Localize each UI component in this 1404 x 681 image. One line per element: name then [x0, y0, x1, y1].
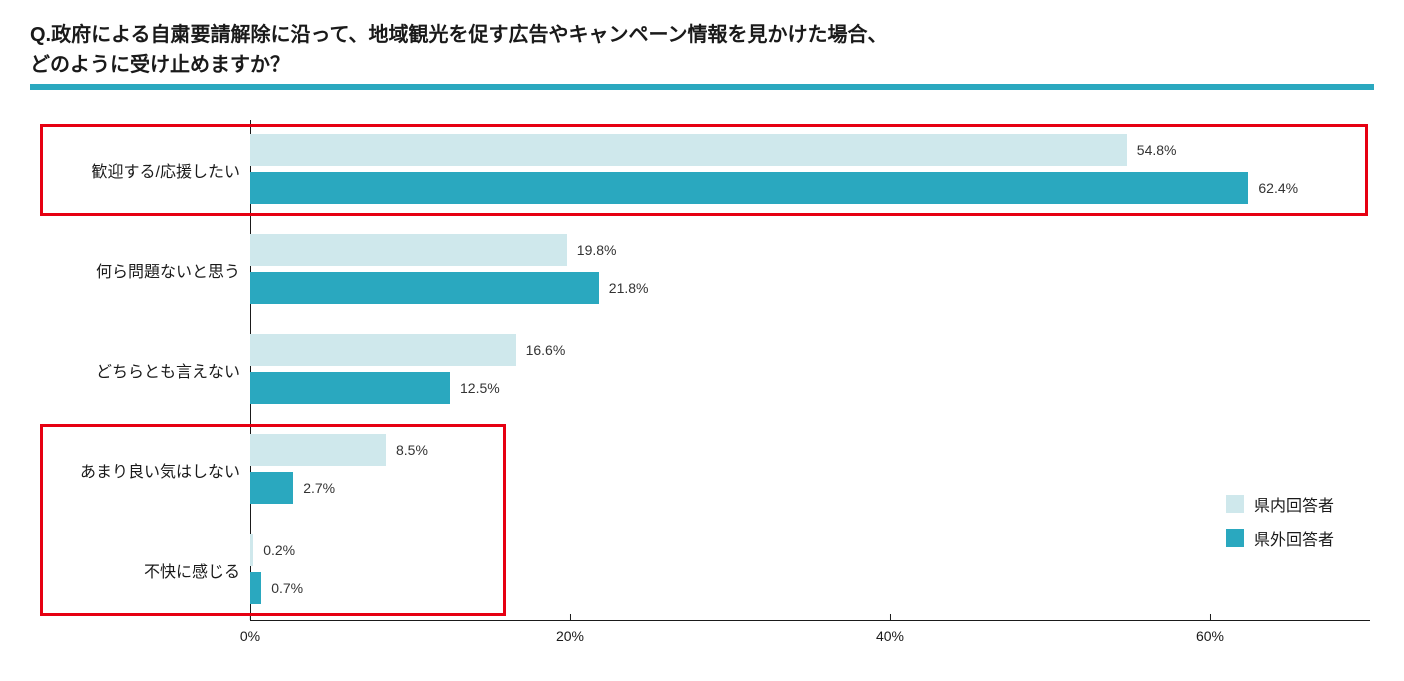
- bar-value-label: 8.5%: [396, 442, 428, 458]
- title-block: Q.政府による自粛要請解除に沿って、地域観光を促す広告やキャンペーン情報を見かけ…: [30, 20, 1374, 90]
- chart-row: 不快に感じる0.2%0.7%: [250, 520, 1370, 620]
- bar: 19.8%: [250, 234, 567, 266]
- category-label: 歓迎する/応援したい: [40, 158, 240, 182]
- x-axis-tick: 0%: [240, 620, 260, 644]
- bars-group: 54.8% 62.4%: [250, 132, 1370, 208]
- plot-area: 歓迎する/応援したい54.8%62.4%何ら問題ないと思う19.8%21.8%ど…: [250, 120, 1370, 620]
- bars-group: 16.6% 12.5%: [250, 332, 1370, 408]
- bar: 0.2%: [250, 534, 253, 566]
- bar-value-label: 62.4%: [1258, 180, 1298, 196]
- chart-container: Q.政府による自粛要請解除に沿って、地域観光を促す広告やキャンペーン情報を見かけ…: [0, 0, 1404, 680]
- legend-item: 県外回答者: [1226, 526, 1334, 550]
- bar-value-label: 54.8%: [1137, 142, 1177, 158]
- bar: 62.4%: [250, 172, 1248, 204]
- bar-value-label: 21.8%: [609, 280, 649, 296]
- bar: 0.7%: [250, 572, 261, 604]
- title-line-1: Q.政府による自粛要請解除に沿って、地域観光を促す広告やキャンペーン情報を見かけ…: [30, 20, 1374, 50]
- chart-row: あまり良い気はしない8.5%2.7%: [250, 420, 1370, 520]
- x-axis-tick: 60%: [1196, 620, 1224, 644]
- chart-area: 歓迎する/応援したい 54.8% 62.4% 何ら問題ないと思う 19.8% 21.8% ど…: [30, 120, 1374, 660]
- title-text-1: 政府による自粛要請解除に沿って、地域観光を促す広告やキャンペーン情報を見かけた場…: [51, 24, 887, 46]
- bars-group: 19.8% 21.8%: [250, 232, 1370, 308]
- bar-value-label: 16.6%: [526, 342, 566, 358]
- title-prefix: Q.: [30, 24, 51, 46]
- x-axis-tick: 40%: [876, 620, 904, 644]
- category-label: 不快に感じる: [40, 558, 240, 582]
- legend-swatch: [1226, 495, 1244, 513]
- chart-row: 何ら問題ないと思う19.8%21.8%: [250, 220, 1370, 320]
- bar: 12.5%: [250, 372, 450, 404]
- bar-value-label: 0.7%: [271, 580, 303, 596]
- legend-label: 県外回答者: [1254, 526, 1334, 550]
- bar: 21.8%: [250, 272, 599, 304]
- x-axis-tick: 20%: [556, 620, 584, 644]
- bar: 54.8%: [250, 134, 1127, 166]
- bars-group: 0.2% 0.7%: [250, 532, 1370, 608]
- bars-group: 8.5% 2.7%: [250, 432, 1370, 508]
- bar-value-label: 12.5%: [460, 380, 500, 396]
- legend: 県内回答者県外回答者: [1226, 492, 1334, 560]
- chart-row: 歓迎する/応援したい54.8%62.4%: [250, 120, 1370, 220]
- chart-row: どちらとも言えない16.6%12.5%: [250, 320, 1370, 420]
- category-label: どちらとも言えない: [40, 358, 240, 382]
- category-label: あまり良い気はしない: [40, 458, 240, 482]
- bar-value-label: 2.7%: [303, 480, 335, 496]
- category-label: 何ら問題ないと思う: [40, 258, 240, 282]
- bar: 2.7%: [250, 472, 293, 504]
- title-underline: [30, 84, 1374, 90]
- bar: 8.5%: [250, 434, 386, 466]
- legend-label: 県内回答者: [1254, 492, 1334, 516]
- legend-swatch: [1226, 529, 1244, 547]
- bar-value-label: 19.8%: [577, 242, 617, 258]
- legend-item: 県内回答者: [1226, 492, 1334, 516]
- bar: 16.6%: [250, 334, 516, 366]
- bar-value-label: 0.2%: [263, 542, 295, 558]
- title-line-2: どのように受け止めますか？: [30, 50, 1374, 80]
